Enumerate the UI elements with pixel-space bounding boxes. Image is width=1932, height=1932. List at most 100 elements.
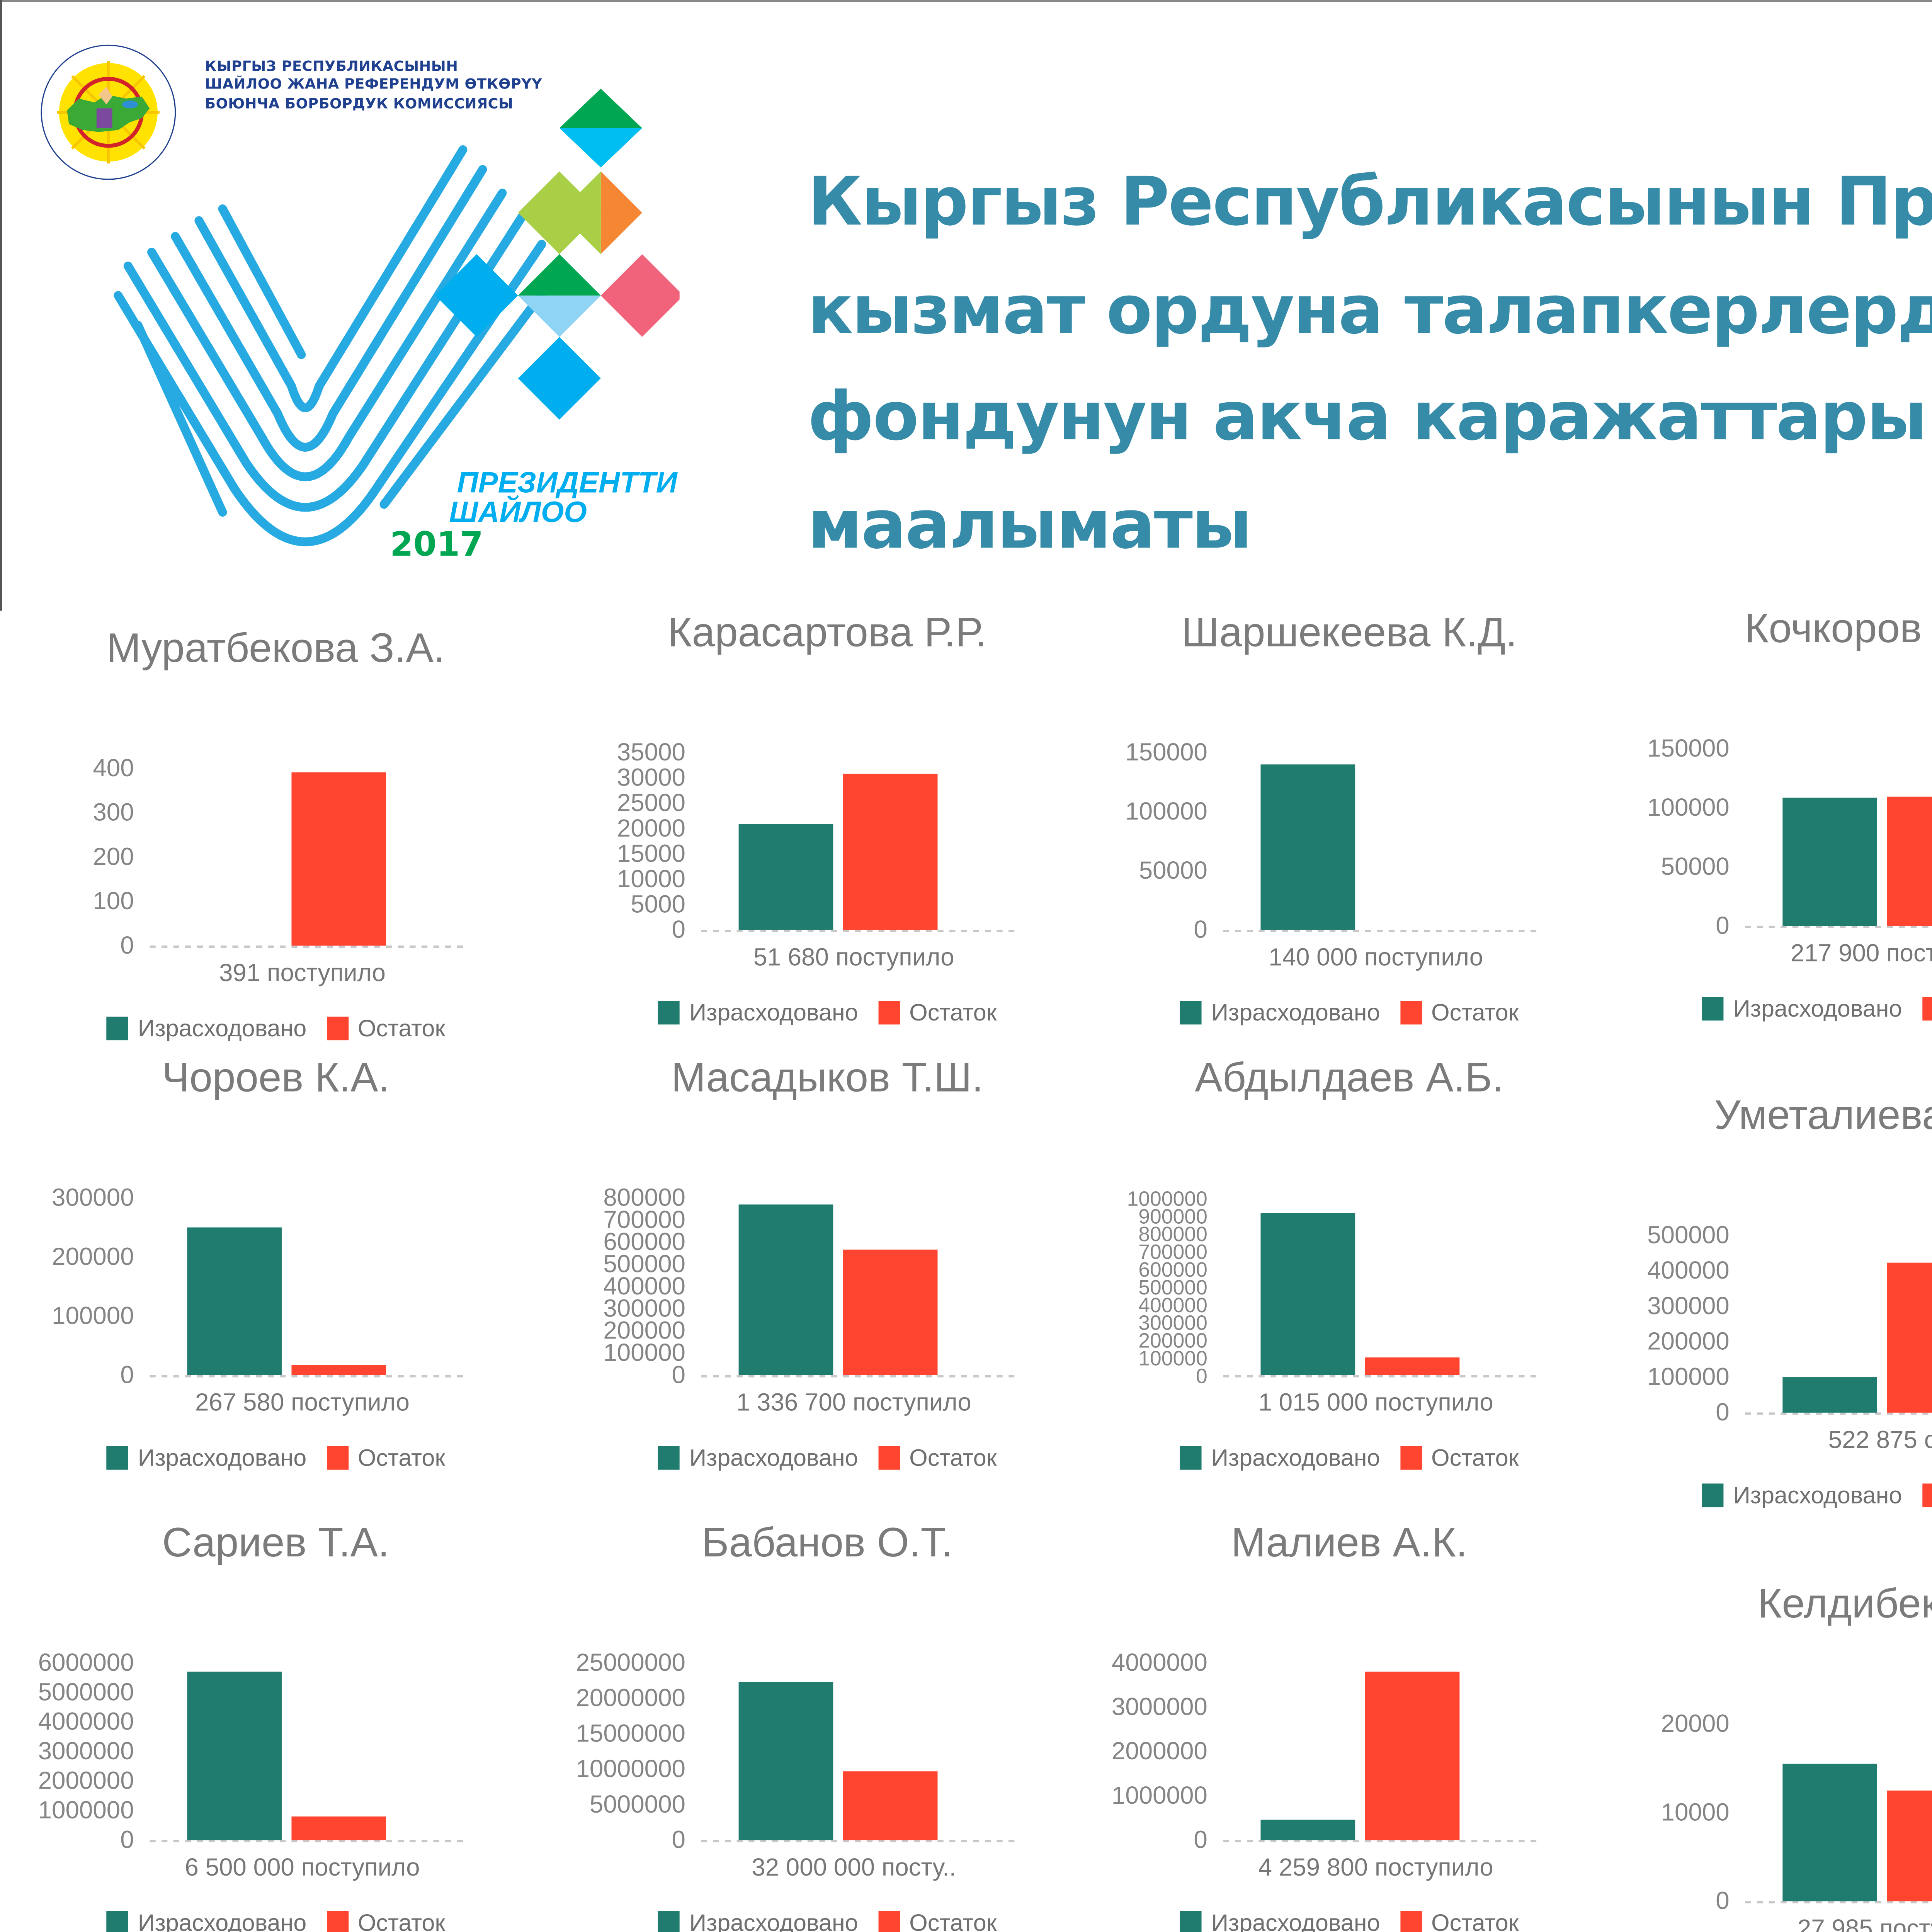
chart-plot: 0 50000 100000 150000 140 000 поступило — [1125, 738, 1543, 971]
chart-legend: Израсходовано Остаток — [551, 1444, 1103, 1472]
y-tick-label: 200000 — [1138, 1330, 1208, 1352]
legend-item-remaining: Остаток — [878, 999, 997, 1026]
chart-title: Абдылдаев А.Б. — [1195, 1056, 1504, 1102]
y-tick-label: 400 — [93, 754, 134, 782]
chart-title: Кочкоров У.Т. — [1744, 607, 1932, 652]
legend-label: Израсходовано — [138, 1014, 307, 1043]
y-tick-label: 300000 — [1647, 1292, 1730, 1320]
chart-legend: Израсходовано Остаток — [1073, 1909, 1625, 1932]
logo-year: 2017 — [390, 526, 483, 566]
title-line-4: маалыматы — [808, 485, 1252, 565]
bar-remaining — [291, 1365, 386, 1375]
legend-swatch — [878, 1446, 900, 1470]
x-category-label: 267 580 поступило — [195, 1388, 410, 1416]
legend-swatch — [658, 1911, 680, 1932]
y-tick-label: 10000000 — [576, 1755, 685, 1782]
y-tick-label: 25000 — [617, 789, 685, 816]
y-tick-label: 300000 — [52, 1183, 134, 1211]
legend-swatch — [658, 1446, 680, 1470]
chart-title: Муратбекова З.А. — [106, 626, 445, 672]
chart-title: Уметалиева Т.Д. — [1714, 1093, 1932, 1139]
legend-item-remaining: Остаток — [878, 1909, 997, 1932]
y-tick-label: 25000000 — [576, 1648, 685, 1676]
chart-plot: 0 100000 200000 300000 267 580 поступило — [52, 1183, 469, 1416]
bar-spent — [187, 1672, 282, 1840]
y-tick-label: 300000 — [603, 1294, 685, 1322]
chart-legend: Израсходовано Остаток — [1595, 995, 1932, 1022]
y-tick-label: 0 — [672, 915, 685, 943]
bar-spent — [1260, 1820, 1355, 1840]
bar-spent — [1260, 1213, 1355, 1375]
legend-label: Остаток — [909, 999, 997, 1027]
legend-swatch — [106, 1016, 128, 1041]
y-tick-label: 10000 — [617, 865, 685, 893]
y-tick-label: 100 — [93, 887, 134, 915]
y-tick-label: 800000 — [603, 1183, 685, 1211]
bar-remaining — [843, 1771, 938, 1840]
chart-plot: 0100000200000300000400000500000600000700… — [1127, 1187, 1543, 1416]
y-tick-label: 50000 — [1139, 856, 1208, 884]
legend-label: Остаток — [909, 1909, 997, 1932]
page-title: Кыргыз Республикасынын Президентинин кыз… — [808, 150, 1932, 580]
y-tick-label: 600000 — [603, 1228, 685, 1255]
logo-text-president: ПРЕЗИДЕНТТИ — [457, 467, 677, 501]
chart-panel: Уметалиева Т.Д. 0 100000 200000 300000 400000… — [1595, 1094, 1932, 1547]
y-tick-label: 5000000 — [590, 1790, 685, 1818]
bar-spent — [1260, 764, 1355, 930]
y-tick-label: 200000 — [1647, 1327, 1730, 1355]
y-tick-label: 150000 — [1125, 738, 1208, 766]
bar-spent — [1782, 1764, 1878, 1901]
y-tick-label: 0 — [1716, 1398, 1729, 1426]
legend-label: Израсходовано — [689, 1909, 858, 1932]
x-category-label: 217 900 поступило — [1791, 939, 1932, 967]
legend-item-remaining: Остаток — [878, 1444, 997, 1472]
legend-item-remaining: Остаток — [326, 1015, 445, 1042]
legend-item-spent: Израсходовано — [1180, 999, 1380, 1026]
y-tick-label: 100000 — [52, 1301, 134, 1329]
y-tick-label: 20000 — [1661, 1709, 1730, 1737]
chart-legend: Израсходовано Остаток — [0, 1909, 551, 1932]
legend-item-spent: Израсходовано — [1180, 1444, 1380, 1472]
chart-panel: Келдибеков0100002000027 985 поступилоИзр… — [1595, 1582, 1932, 1932]
chart-title: Карасартова Р.Р. — [668, 611, 987, 656]
legend-label: Израсходовано — [689, 1444, 858, 1472]
legend-swatch — [878, 1001, 900, 1025]
chart-plot: 0100000200000300000400000500000600000700… — [603, 1183, 1020, 1416]
bar-remaining — [291, 1816, 386, 1840]
y-tick-label: 700000 — [1138, 1241, 1208, 1264]
legend-label: Израсходовано — [1211, 1444, 1380, 1472]
chart-title: Сариев Т.А. — [162, 1521, 389, 1566]
y-tick-label: 300000 — [1138, 1312, 1208, 1335]
y-tick-label: 0 — [120, 1361, 134, 1388]
legend-item-spent: Израсходовано — [658, 1444, 858, 1472]
legend-label: Израсходовано — [138, 1909, 307, 1932]
legend-swatch — [1922, 997, 1932, 1021]
legend-swatch — [106, 1911, 128, 1932]
bar-spent — [738, 1204, 833, 1375]
legend-swatch — [658, 1001, 680, 1025]
chart-title: Чороев К.А. — [162, 1056, 390, 1102]
legend-label: Остаток — [1431, 1444, 1519, 1472]
chart-plot: 0 100000 200000 300000 400000 500000 522 875 с… — [1647, 1221, 1932, 1454]
election-logo-icon — [114, 88, 680, 546]
chart-legend: Израсходовано Остаток — [1073, 999, 1625, 1026]
bar-remaining — [1887, 1790, 1932, 1901]
chart-legend: Израсходовано Остаток — [0, 1015, 551, 1042]
x-category-label: 32 000 000 посту.. — [752, 1853, 956, 1881]
chart-panel: Чороев К.А. 0 100000 200000 300000 267 580 по… — [0, 1056, 551, 1509]
y-tick-label: 5000000 — [38, 1678, 134, 1706]
y-tick-label: 0 — [672, 1361, 685, 1388]
chart-panel: Масадыков Т.Ш. 0 100000 200000 300000 400000 5… — [551, 1056, 1103, 1509]
chart-panel: Муратбекова З.А. 0 100 200 300 400 391 поступи… — [0, 626, 551, 1080]
y-tick-label: 150000 — [1647, 734, 1730, 762]
bar-spent — [187, 1227, 282, 1375]
chart-plot: 0 100 200 300 400 391 поступило — [93, 754, 469, 986]
y-tick-label: 300 — [93, 798, 134, 826]
y-tick-label: 1000000 — [1127, 1187, 1208, 1210]
y-tick-label: 200000 — [603, 1316, 685, 1344]
title-line-2: кызмат ордуна талапкерлердин шайлоо — [808, 271, 1932, 350]
legend-label: Израсходовано — [138, 1444, 307, 1472]
chart-panel: Карасартова Р.Р. 0 5000 10000 15000 20000 2500… — [551, 611, 1103, 1064]
